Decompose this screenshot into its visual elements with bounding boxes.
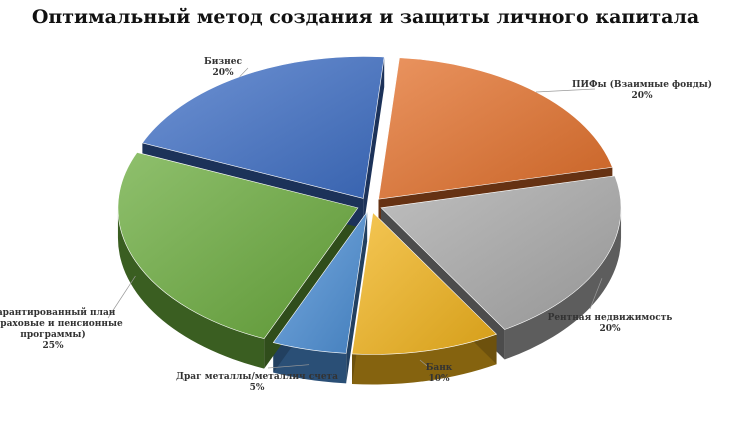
leader-line-metals [267, 364, 310, 369]
leader-line-guaranteed [107, 275, 136, 319]
slice-side-metals [273, 342, 347, 384]
slice-guaranteed [117, 152, 359, 339]
leader-line-pif [535, 88, 596, 93]
data-label-pif: ПИФы (Взаимные фонды) 20% [572, 79, 712, 101]
data-label-rent: Рентная недвижимость 20% [548, 313, 673, 334]
slice-metals [272, 211, 368, 354]
slice-side-guaranteed [117, 207, 265, 369]
leader-line-rent [589, 278, 603, 310]
data-label-business: Бизнес 20% [204, 57, 242, 78]
slice-rent [380, 175, 622, 330]
data-label-guaranteed: Гарантированный план(Страховые и пенсион… [0, 307, 123, 351]
slice-cut-business-1 [363, 56, 385, 229]
leader-line-business [239, 67, 249, 77]
leader-line-bank [419, 359, 428, 367]
chart-title: Оптимальный метод создания и защиты личн… [31, 6, 700, 28]
data-label-bank: Банк 10% [426, 363, 453, 384]
data-label-metals: Драг металлы/металлич счета 5% [176, 372, 338, 393]
slice-cut-metals-0 [346, 211, 368, 384]
slice-side-bank [352, 334, 497, 385]
slice-side-rent [504, 207, 622, 360]
slice-bank [351, 211, 498, 355]
